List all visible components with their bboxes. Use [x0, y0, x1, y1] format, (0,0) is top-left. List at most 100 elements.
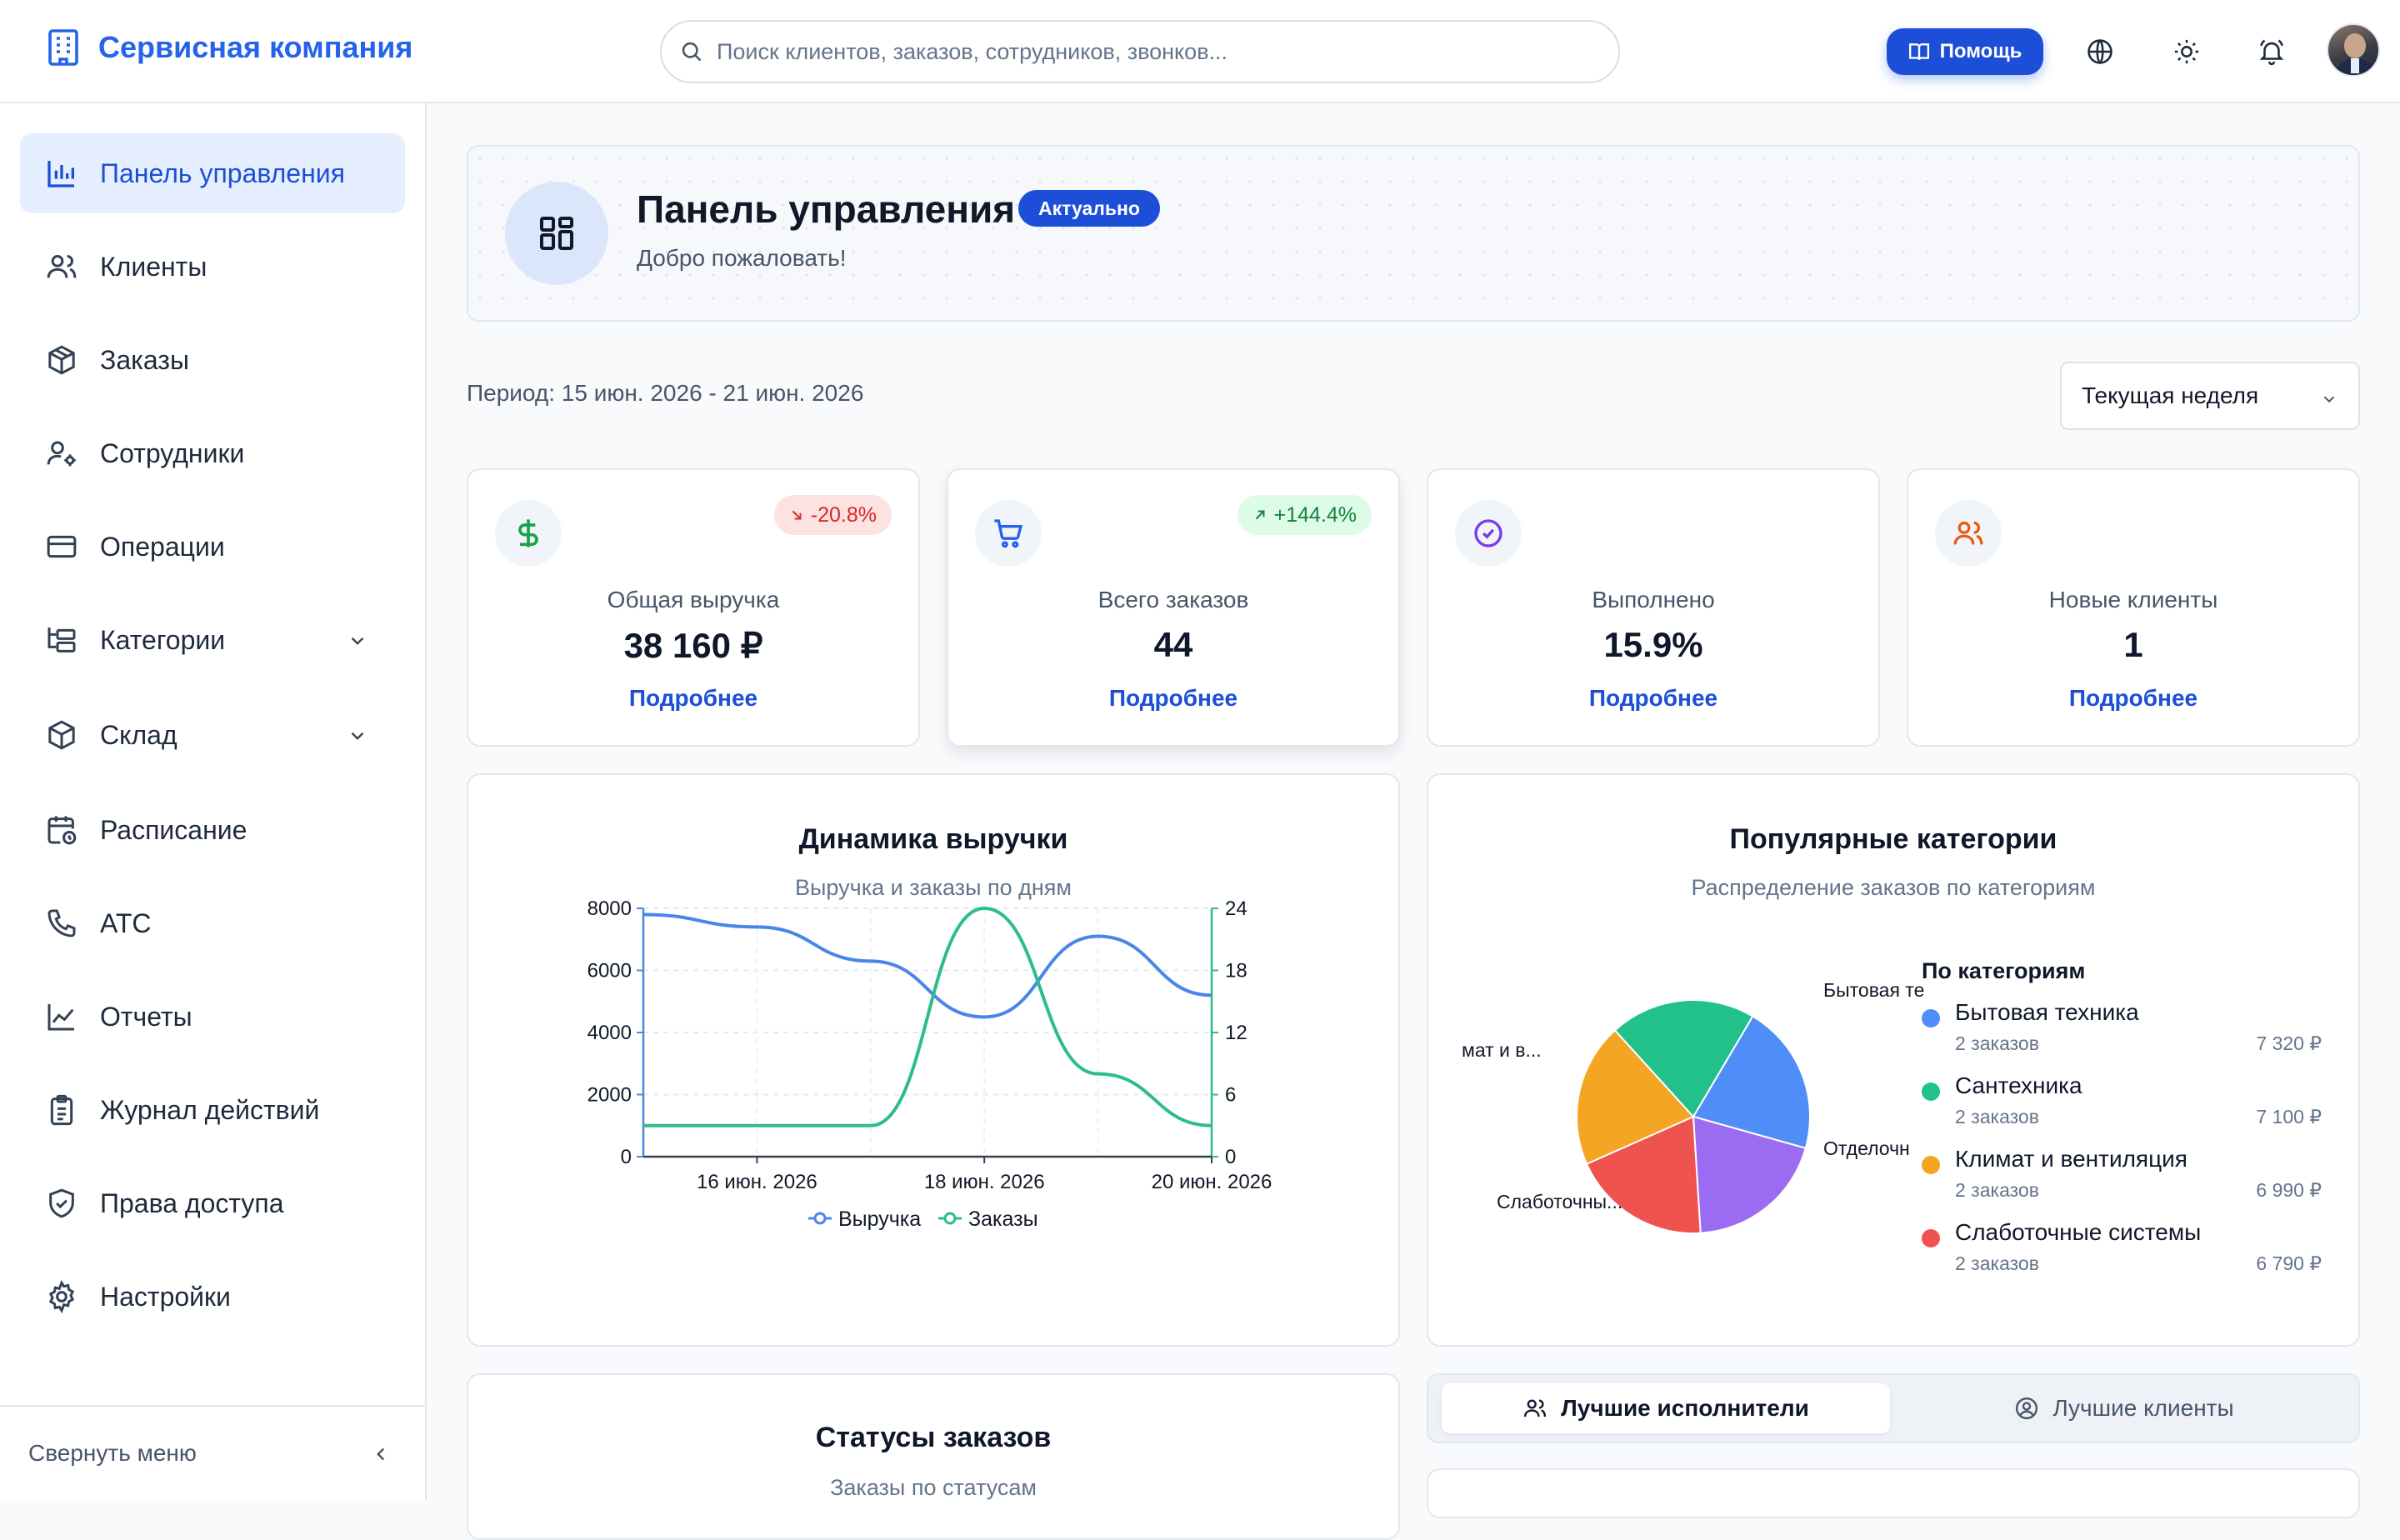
sidebar-item-label: Расписание: [100, 815, 247, 846]
search-box[interactable]: [660, 20, 1620, 83]
kpi-label: Общая выручка: [468, 587, 918, 613]
theme-toggle[interactable]: [2167, 32, 2207, 72]
legend-dot: [1922, 1009, 1940, 1028]
series-line-revenue: [643, 914, 1212, 1017]
legend-amount: 7 320 ₽: [2256, 1032, 2322, 1055]
y-right-tick-label: 0: [1225, 1146, 1236, 1168]
tab-top-clients[interactable]: Лучшие клиенты: [1900, 1383, 2348, 1433]
details-link[interactable]: Подробнее: [468, 685, 918, 712]
search-icon: [680, 40, 703, 63]
revenue-chart-panel: Динамика выручки Выручка и заказы по дня…: [467, 773, 1400, 1347]
trend-value: +144.4%: [1274, 503, 1357, 528]
details-link[interactable]: Подробнее: [948, 685, 1398, 712]
period-select[interactable]: Текущая неделя: [2060, 362, 2360, 430]
chevron-left-icon: [370, 1443, 392, 1465]
language-button[interactable]: [2080, 32, 2120, 72]
sidebar-item-label: Заказы: [100, 345, 189, 376]
notifications-button[interactable]: [2252, 32, 2292, 72]
sidebar-item-settings[interactable]: Настройки: [20, 1257, 405, 1337]
brand[interactable]: Сервисная компания: [47, 28, 412, 67]
arrow-up-right-icon: [1252, 508, 1268, 522]
sidebar-item-label: Операции: [100, 532, 225, 562]
x-tick-label: 20 июн. 2026: [1152, 1171, 1272, 1193]
y-left-tick-label: 4000: [588, 1022, 632, 1044]
sidebar-item-activity-log[interactable]: Журнал действий: [20, 1070, 405, 1150]
legend-title: По категориям: [1922, 958, 2322, 984]
period-select-value: Текущая неделя: [2082, 382, 2258, 409]
user-circle-icon: [2014, 1396, 2039, 1421]
trend-badge: -20.8%: [774, 495, 892, 535]
sidebar-item-schedule[interactable]: Расписание: [20, 790, 405, 870]
help-button[interactable]: Помощь: [1887, 28, 2043, 75]
sidebar-item-pbx[interactable]: АТС: [20, 883, 405, 963]
pie-label: Бытовая те: [1823, 979, 1924, 1001]
kpi-label: Всего заказов: [948, 587, 1398, 613]
sidebar-item-label: Панель управления: [100, 158, 345, 189]
kpi-value: 38 160 ₽: [468, 625, 918, 666]
help-label: Помощь: [1940, 40, 2022, 63]
check-circle-icon: [1472, 517, 1505, 550]
sidebar-item-label: Журнал действий: [100, 1095, 319, 1126]
kpi-label: Новые клиенты: [1908, 587, 2358, 613]
legend-name: Бытовая техника: [1955, 999, 2139, 1026]
sidebar-item-categories[interactable]: Категории: [20, 600, 405, 680]
sidebar-item-orders[interactable]: Заказы: [20, 320, 405, 400]
kpi-icon-badge: [975, 500, 1042, 567]
phone-icon: [45, 907, 78, 940]
details-link[interactable]: Подробнее: [1908, 685, 2358, 712]
trend-value: -20.8%: [811, 503, 877, 528]
sidebar-item-dashboard[interactable]: Панель управления: [20, 133, 405, 213]
building-icon: [47, 28, 80, 67]
legend-item[interactable]: Слаботочные системы 2 заказов 6 790 ₽: [1922, 1219, 2322, 1292]
arrow-down-right-icon: [789, 508, 804, 522]
sidebar-item-label: Настройки: [100, 1282, 231, 1312]
legend-label: Заказы: [968, 1208, 1038, 1231]
sidebar-item-operations[interactable]: Операции: [20, 507, 405, 587]
sidebar-item-warehouse[interactable]: Склад: [20, 695, 405, 775]
status-badge: Актуально: [1018, 190, 1160, 227]
x-tick-label: 16 июн. 2026: [697, 1171, 818, 1193]
bar-chart-icon: [45, 157, 78, 190]
category-legend: По категориям Бытовая техника 2 заказов …: [1922, 958, 2322, 1292]
sidebar-item-access-rights[interactable]: Права доступа: [20, 1163, 405, 1243]
panel-subtitle: Заказы по статусам: [468, 1475, 1398, 1501]
tab-top-performers[interactable]: Лучшие исполнители: [1442, 1383, 1890, 1433]
sidebar-item-employees[interactable]: Сотрудники: [20, 413, 405, 493]
details-link[interactable]: Подробнее: [1428, 685, 1878, 712]
y-left-tick-label: 2000: [588, 1084, 632, 1107]
legend-count: 2 заказов: [1955, 1179, 2039, 1202]
users-icon: [1952, 517, 1985, 550]
collapse-menu-button[interactable]: Свернуть меню: [0, 1405, 425, 1500]
kpi-icon-badge: [1935, 500, 2002, 567]
sidebar-item-clients[interactable]: Клиенты: [20, 227, 405, 307]
legend-item[interactable]: Сантехника 2 заказов 7 100 ₽: [1922, 1072, 2322, 1146]
dashboard-icon-badge: [505, 182, 608, 285]
pie-label: Слаботочны...: [1497, 1191, 1622, 1212]
legend-amount: 7 100 ₽: [2256, 1106, 2322, 1128]
y-right-tick-label: 12: [1225, 1022, 1248, 1044]
avatar[interactable]: [2327, 23, 2380, 77]
line-chart-icon: [45, 1000, 78, 1033]
pie-label: мат и в...: [1462, 1039, 1542, 1061]
search-input[interactable]: [717, 39, 1592, 65]
y-left-tick-label: 8000: [588, 900, 632, 920]
box-icon: [45, 718, 78, 752]
period-label: Период: 15 июн. 2026 - 21 июн. 2026: [467, 380, 863, 407]
chevron-down-icon: [347, 630, 368, 652]
sidebar-item-label: Права доступа: [100, 1188, 284, 1219]
users-icon: [1522, 1396, 1548, 1421]
legend-item[interactable]: Бытовая техника 2 заказов 7 320 ₽: [1922, 999, 2322, 1072]
sun-icon: [2172, 38, 2201, 66]
y-left-tick-label: 6000: [588, 960, 632, 982]
order-status-panel: Статусы заказов Заказы по статусам: [467, 1373, 1400, 1540]
sidebar-item-reports[interactable]: Отчеты: [20, 977, 405, 1057]
collapse-menu-label: Свернуть меню: [28, 1440, 197, 1467]
kpi-card-new-clients: Новые клиенты 1 Подробнее: [1907, 468, 2360, 747]
y-right-tick-label: 6: [1225, 1084, 1236, 1107]
legend-marker: [945, 1213, 955, 1223]
legend-item[interactable]: Климат и вентиляция 2 заказов 6 990 ₽: [1922, 1146, 2322, 1219]
pie-label: Отделочн: [1823, 1138, 1910, 1159]
chevron-down-icon: [347, 725, 368, 747]
kpi-card-completed: Выполнено 15.9% Подробнее: [1427, 468, 1880, 747]
